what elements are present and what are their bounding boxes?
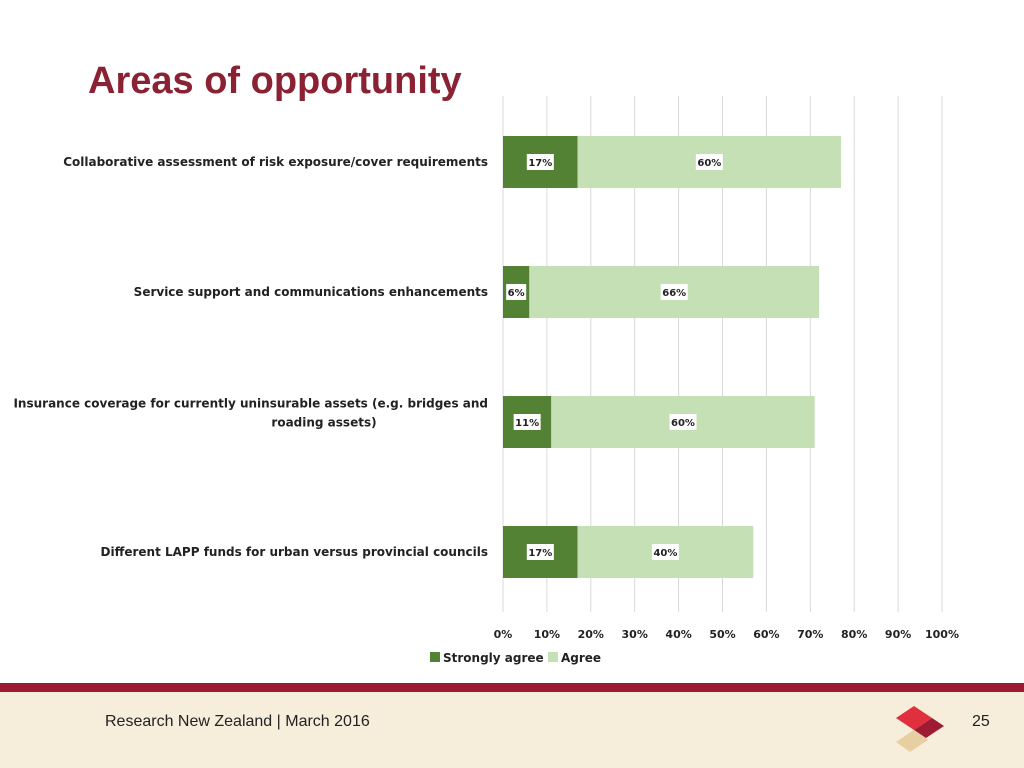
x-tick-label: 90% [885,628,911,641]
x-tick-label: 30% [622,628,648,641]
x-tick-label: 100% [925,628,959,641]
category-label: Insurance coverage for currently uninsur… [13,397,488,411]
legend-swatch-agree [548,652,558,662]
category-label: Service support and communications enhan… [134,285,488,299]
footer-text: Research New Zealand | March 2016 [105,713,370,730]
data-label: 66% [662,288,686,299]
footer-panel [0,683,1024,768]
stacked-bar-chart: 0% 10% 20% 30% 40% 50% 60% 70% 80% 90% 100% 17% 60% C… [13,96,959,665]
data-label: 6% [508,288,525,299]
data-label-box [651,544,679,560]
category-label: Collaborative assessment of risk exposur… [63,155,488,169]
x-tick-label: 10% [534,628,560,641]
data-label: 40% [653,548,677,559]
data-label-box [660,284,688,300]
data-label: 60% [671,418,695,429]
data-label-box [513,414,541,430]
data-label: 11% [515,418,539,429]
data-label: 17% [528,548,552,559]
data-label: 17% [528,158,552,169]
footer-divider [0,683,1024,692]
data-label-box [669,414,697,430]
x-tick-label: 60% [753,628,779,641]
x-tick-label: 20% [578,628,604,641]
legend-label: Strongly agree [443,651,544,665]
legend-label: Agree [561,651,601,665]
data-label-box [526,154,554,170]
x-tick-label: 0% [494,628,513,641]
data-label: 60% [697,158,721,169]
data-label-box [506,284,527,300]
x-tick-label: 40% [665,628,691,641]
category-label: Different LAPP funds for urban versus pr… [101,545,488,559]
category-label: roading assets) [271,416,376,430]
x-tick-label: 70% [797,628,823,641]
research-nz-logo-icon [896,706,944,752]
page-number: 25 [972,713,990,730]
x-tick-label: 80% [841,628,867,641]
data-label-box [695,154,723,170]
legend-swatch-strongly-agree [430,652,440,662]
slide-title: Areas of opportunity [88,60,462,102]
x-tick-label: 50% [709,628,735,641]
data-label-box [526,544,554,560]
